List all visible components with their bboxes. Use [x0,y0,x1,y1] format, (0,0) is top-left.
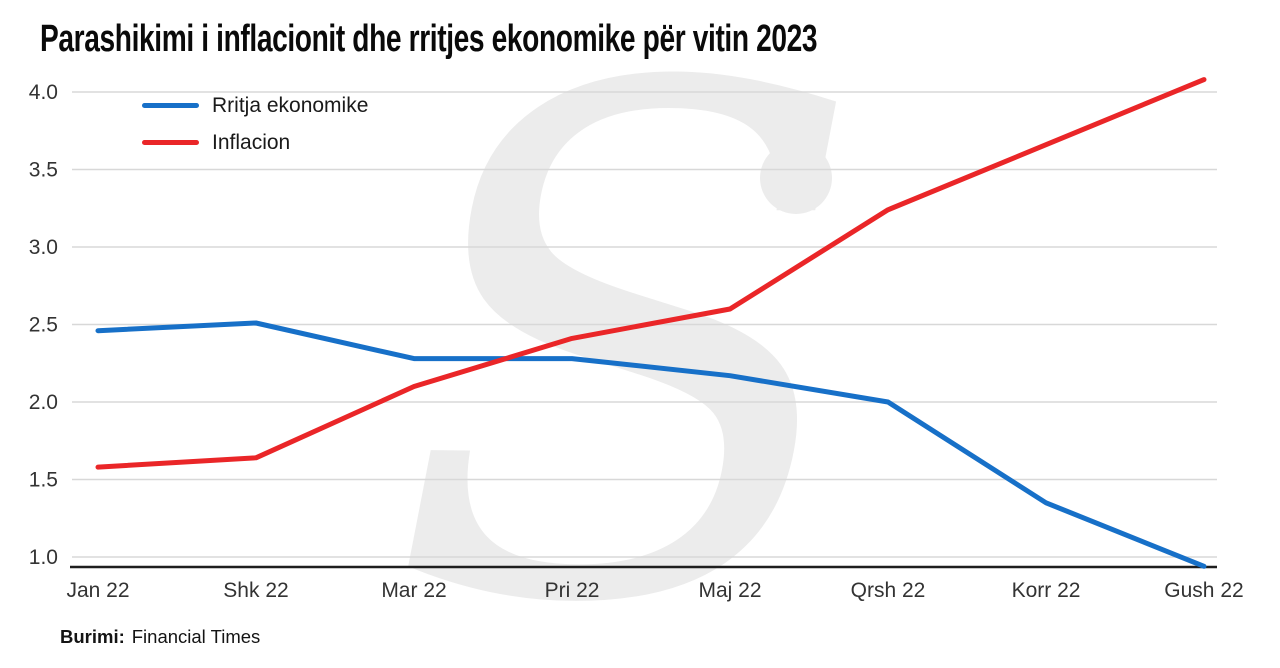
source-text: Financial Times [131,626,261,647]
x-tick-label: Mar 22 [381,579,446,602]
legend-label-inflacion: Inflacion [212,131,291,155]
x-tick-label: Jan 22 [66,579,129,602]
y-tick-label: 4.0 [29,81,58,104]
y-tick-label: 3.0 [29,236,58,259]
x-tick-label: Pri 22 [545,579,600,602]
y-tick-label: 3.5 [29,159,58,182]
series-line-rritja-ekonomike [95,320,1207,569]
y-tick-label: 2.5 [29,314,58,337]
source-note: Burimi: Financial Times [60,626,260,648]
legend: Rritja ekonomike Inflacion [142,94,368,154]
legend-swatch-red-line [142,140,199,146]
y-tick-label: 1.0 [29,546,58,569]
x-tick-label: Maj 22 [698,579,761,602]
y-tick-label: 2.0 [29,391,58,414]
legend-item-inflacion: Inflacion [142,131,368,154]
y-tick-label: 1.5 [29,469,58,492]
x-tick-label: Korr 22 [1012,579,1081,602]
x-tick-label: Qrsh 22 [851,579,926,602]
chart-title: Parashikimi i inflacionit dhe rritjes ek… [40,18,818,60]
series-line-inflacion [95,77,1207,470]
legend-item-rritja-ekonomike: Rritja ekonomike [142,94,368,117]
x-tick-label: Shk 22 [223,579,288,602]
x-tick-label: Gush 22 [1164,579,1243,602]
source-label: Burimi: [60,626,125,647]
legend-label-rritja-ekonomike: Rritja ekonomike [212,94,369,117]
legend-swatch-blue-line [142,103,199,109]
